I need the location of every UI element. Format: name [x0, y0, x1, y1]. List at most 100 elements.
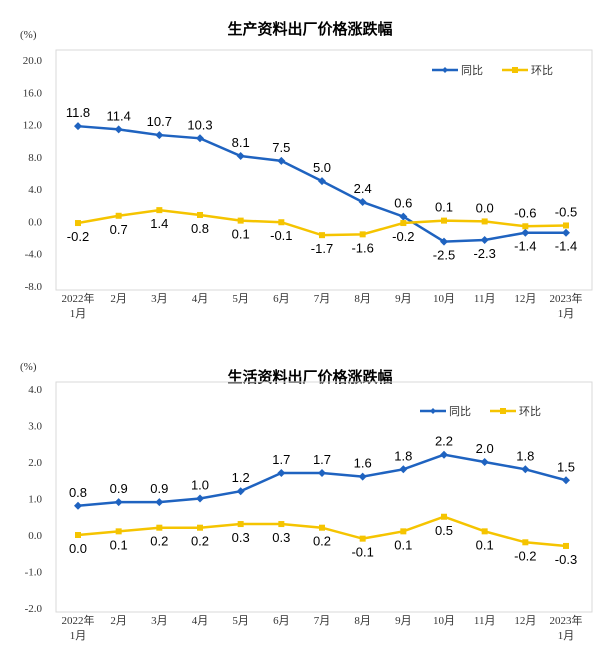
- x-tick-label: 2023年: [550, 291, 583, 305]
- data-point: [359, 535, 366, 542]
- data-point: [400, 220, 407, 227]
- data-label: 0.0: [69, 541, 87, 556]
- data-point: [440, 237, 448, 246]
- data-point: [562, 228, 570, 237]
- data-label: 0.8: [69, 485, 87, 500]
- plot-area-border: [55, 49, 593, 291]
- data-label: 11.8: [66, 105, 90, 120]
- data-label: 0.2: [191, 534, 209, 549]
- data-point: [155, 498, 164, 507]
- y-tick-label: 8.0: [28, 152, 42, 164]
- data-label: 0.5: [435, 523, 453, 538]
- x-tick-label: 1月: [70, 630, 87, 642]
- x-tick-label: 1月: [70, 308, 87, 320]
- data-point: [74, 122, 82, 131]
- data-label: 0.8: [191, 221, 209, 236]
- y-tick-label: 3.0: [28, 421, 42, 433]
- data-point: [400, 528, 407, 535]
- data-label: 1.8: [394, 448, 412, 463]
- y-tick-label: 16.0: [23, 87, 43, 99]
- x-tick-label: 8月: [354, 293, 371, 305]
- data-point: [196, 134, 204, 143]
- data-point: [74, 501, 82, 510]
- data-label: -0.1: [270, 228, 292, 243]
- legend-marker: [512, 67, 518, 73]
- x-tick-label: 2月: [110, 293, 127, 305]
- x-tick-label: 2022年: [62, 291, 95, 305]
- data-point: [480, 235, 489, 244]
- data-label: 1.5: [557, 459, 575, 474]
- y-tick-label: -4.0: [25, 249, 43, 261]
- x-tick-label: 8月: [354, 615, 371, 627]
- y-tick-label: 4.0: [28, 384, 42, 396]
- data-label: -0.2: [67, 229, 89, 244]
- data-label: 0.2: [150, 534, 168, 549]
- data-point: [237, 521, 244, 528]
- x-tick-label: 2月: [110, 615, 127, 627]
- data-point: [236, 487, 245, 496]
- legend-label: 环比: [519, 405, 541, 418]
- x-tick-label: 6月: [273, 615, 290, 627]
- chart-2: 生活资料出厂价格涨跌幅 (%) 4.0 3.0 2.0 1.0 0.0 -1.0 -2.0 202…: [20, 361, 593, 642]
- data-label: 0.3: [272, 530, 290, 545]
- data-label: 8.1: [232, 135, 250, 150]
- data-label: -0.1: [351, 545, 373, 560]
- y-tick-label: 2.0: [28, 457, 42, 469]
- data-label: -2.5: [433, 248, 455, 263]
- y-tick-label: -2.0: [25, 603, 43, 615]
- data-label: 2.0: [476, 441, 494, 456]
- chart-title: 生活资料出厂价格涨跌幅: [227, 368, 392, 386]
- x-tick-label: 9月: [395, 293, 412, 305]
- data-label: 1.7: [272, 452, 290, 467]
- data-point: [155, 131, 164, 140]
- data-label: -0.3: [555, 552, 577, 567]
- data-point: [278, 219, 285, 226]
- data-point: [521, 465, 530, 474]
- data-label: -0.2: [392, 229, 414, 244]
- data-point: [440, 450, 448, 459]
- data-point: [114, 125, 123, 134]
- data-point: [399, 212, 408, 221]
- data-label: 0.1: [476, 537, 494, 552]
- data-point: [441, 217, 447, 224]
- data-point: [318, 468, 326, 477]
- data-label: 11.4: [106, 108, 130, 123]
- data-point: [156, 524, 163, 531]
- data-point: [521, 228, 530, 237]
- data-point: [358, 472, 367, 481]
- x-tick-label: 9月: [395, 615, 412, 627]
- y-tick-label: -1.0: [25, 567, 43, 579]
- x-tick-label: 2022年: [62, 613, 95, 627]
- y-axis-unit-label: (%): [20, 29, 37, 41]
- x-tick-label: 5月: [232, 293, 249, 305]
- data-point: [115, 528, 122, 535]
- x-tick-label: 10月: [433, 615, 455, 627]
- x-tick-label: 3月: [151, 615, 168, 627]
- y-tick-label: 0.0: [28, 530, 42, 542]
- x-tick-label: 2023年: [550, 613, 583, 627]
- data-point: [562, 476, 570, 485]
- data-label: 2.4: [354, 181, 372, 196]
- data-point: [277, 468, 286, 477]
- y-tick-label: 1.0: [28, 494, 42, 506]
- data-point: [319, 524, 325, 531]
- data-label: 0.9: [110, 481, 128, 496]
- legend-marker: [430, 408, 436, 414]
- data-point: [563, 542, 569, 549]
- data-point: [277, 156, 286, 165]
- data-point: [480, 458, 489, 466]
- data-point: [115, 212, 122, 219]
- data-label: -0.5: [555, 204, 577, 219]
- data-point: [359, 231, 366, 238]
- data-point: [522, 539, 529, 546]
- data-label: 10.3: [187, 117, 212, 132]
- data-label: 2.2: [435, 434, 453, 449]
- x-tick-label: 7月: [314, 615, 331, 627]
- data-label: -0.6: [514, 205, 536, 220]
- data-label: 0.1: [435, 200, 453, 215]
- y-tick-label: 4.0: [28, 184, 42, 196]
- data-label: -1.6: [351, 240, 373, 255]
- data-point: [75, 532, 81, 538]
